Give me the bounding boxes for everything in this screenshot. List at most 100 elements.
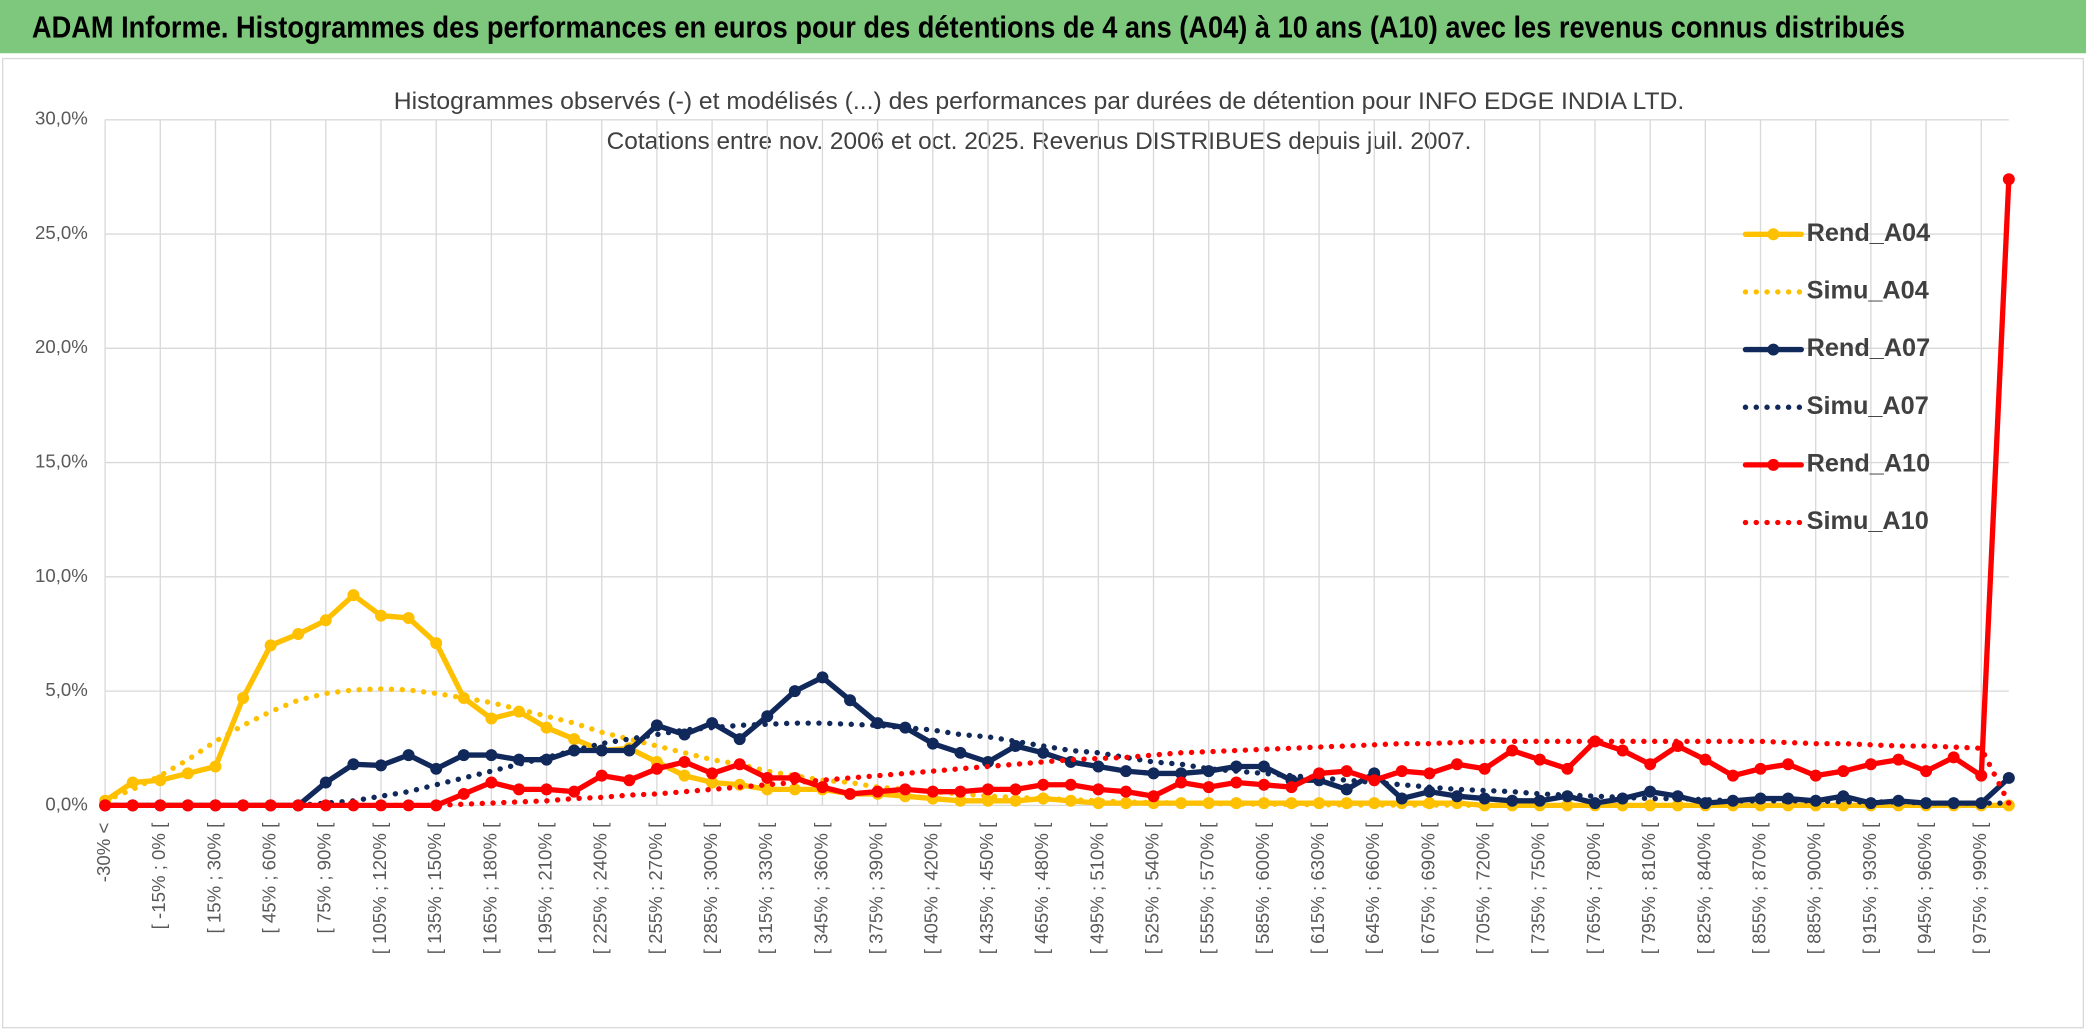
x-tick-label: [ 705% ; 720% [ — [1473, 822, 1494, 954]
data-point — [375, 609, 387, 622]
x-tick-label: [ 105% ; 120% [ — [369, 822, 390, 954]
data-point — [402, 749, 415, 762]
data-point — [678, 769, 691, 782]
data-point — [430, 762, 443, 775]
data-point — [623, 774, 636, 787]
data-point — [650, 762, 663, 775]
data-point — [1809, 769, 1822, 782]
data-point — [1644, 758, 1657, 771]
data-point — [1202, 781, 1215, 794]
data-point — [1864, 758, 1877, 771]
x-tick-label: [ 735% ; 750% [ — [1528, 822, 1549, 954]
data-point — [264, 799, 277, 812]
data-point — [512, 783, 525, 796]
x-tick-label: [ 615% ; 630% [ — [1307, 822, 1328, 954]
data-point — [954, 746, 967, 759]
legend-marker — [1767, 228, 1780, 241]
data-point — [1478, 762, 1491, 775]
data-point — [2002, 771, 2015, 784]
x-tick-label: [ 435% ; 450% [ — [976, 822, 997, 954]
x-tick-label: [ 675% ; 690% [ — [1417, 822, 1438, 954]
data-point — [1975, 769, 1988, 782]
data-point — [1644, 785, 1657, 798]
data-point — [2002, 173, 2015, 186]
x-tick-label: [ 945% ; 960% [ — [1914, 822, 1935, 954]
legend-label: Simu_A04 — [1807, 277, 1929, 305]
data-point — [1616, 744, 1629, 757]
x-tick-label: [ 315% ; 330% [ — [755, 822, 776, 954]
x-tick-label: [ 555% ; 570% [ — [1197, 822, 1218, 954]
x-tick-label: [ 255% ; 270% [ — [645, 822, 666, 954]
data-point — [485, 712, 498, 725]
chart-frame — [1, 57, 2085, 1029]
data-point — [1285, 781, 1298, 794]
data-point — [1920, 765, 1933, 778]
data-point — [209, 760, 222, 773]
data-point — [1423, 785, 1436, 798]
x-tick-label: [ 15% ; 30% [ — [203, 822, 224, 934]
data-point — [347, 758, 360, 771]
x-tick-label: [ 45% ; 60% [ — [259, 822, 280, 934]
data-point — [1533, 794, 1546, 807]
x-tick-label: [ 135% ; 150% [ — [424, 822, 445, 954]
y-tick-label: 10,0% — [35, 565, 88, 586]
data-point — [788, 685, 801, 698]
header-title: ADAM Informe. Histogrammes des performan… — [32, 10, 1905, 44]
data-point — [871, 785, 884, 798]
data-point — [1561, 762, 1574, 775]
data-point — [1892, 753, 1905, 766]
x-tick-label: [ 285% ; 300% [ — [700, 822, 721, 954]
data-point — [264, 639, 277, 652]
data-point — [1009, 783, 1022, 796]
data-point — [761, 710, 774, 723]
data-point — [1175, 767, 1188, 780]
data-point — [181, 767, 194, 780]
data-point — [926, 785, 939, 798]
series-line — [102, 176, 2012, 809]
data-point — [1947, 751, 1960, 764]
x-tick-label: [ 525% ; 540% [ — [1141, 822, 1162, 954]
data-point — [154, 774, 167, 787]
data-point — [126, 776, 139, 789]
data-point — [982, 755, 994, 768]
data-point — [1119, 765, 1132, 778]
data-point — [540, 783, 553, 796]
data-point — [457, 787, 470, 800]
x-tick-label: [ 225% ; 240% [ — [590, 822, 611, 954]
data-point — [1037, 778, 1050, 791]
data-point — [1754, 762, 1767, 775]
data-point — [1313, 767, 1326, 780]
data-point — [1257, 778, 1270, 791]
x-tick-label: [ 345% ; 360% [ — [810, 822, 831, 954]
data-point — [1533, 753, 1546, 766]
data-point — [1506, 794, 1519, 807]
data-point — [1340, 783, 1353, 796]
data-point — [899, 783, 912, 796]
data-point — [1451, 758, 1464, 771]
data-point — [1230, 797, 1243, 810]
y-tick-label: 25,0% — [35, 222, 88, 243]
data-point — [457, 749, 470, 762]
data-point — [1837, 765, 1850, 778]
legend-label: Rend_A07 — [1807, 334, 1931, 362]
data-point — [1947, 797, 1960, 810]
grid: 0,0% 5,0% 10,0% 15,0% 20,0% 25,0% 30,0% -30% < [… — [35, 108, 2009, 954]
x-tick-label: [ 795% ; 810% [ — [1638, 822, 1659, 954]
data-point — [706, 776, 719, 789]
data-point — [1975, 797, 1988, 810]
data-point — [1064, 778, 1077, 791]
data-point — [1037, 792, 1050, 805]
data-point — [485, 776, 498, 789]
data-point — [1257, 760, 1270, 773]
data-point — [788, 783, 801, 796]
legend-marker — [1767, 458, 1780, 471]
series-line — [102, 686, 2012, 809]
y-tick-label: 30,0% — [35, 108, 88, 129]
data-point — [485, 749, 498, 762]
x-tick-label: [ 645% ; 660% [ — [1362, 822, 1383, 954]
data-point — [292, 627, 305, 640]
data-point — [1037, 746, 1050, 759]
data-point — [1451, 790, 1464, 803]
data-point — [319, 799, 332, 812]
data-point — [1175, 776, 1188, 789]
